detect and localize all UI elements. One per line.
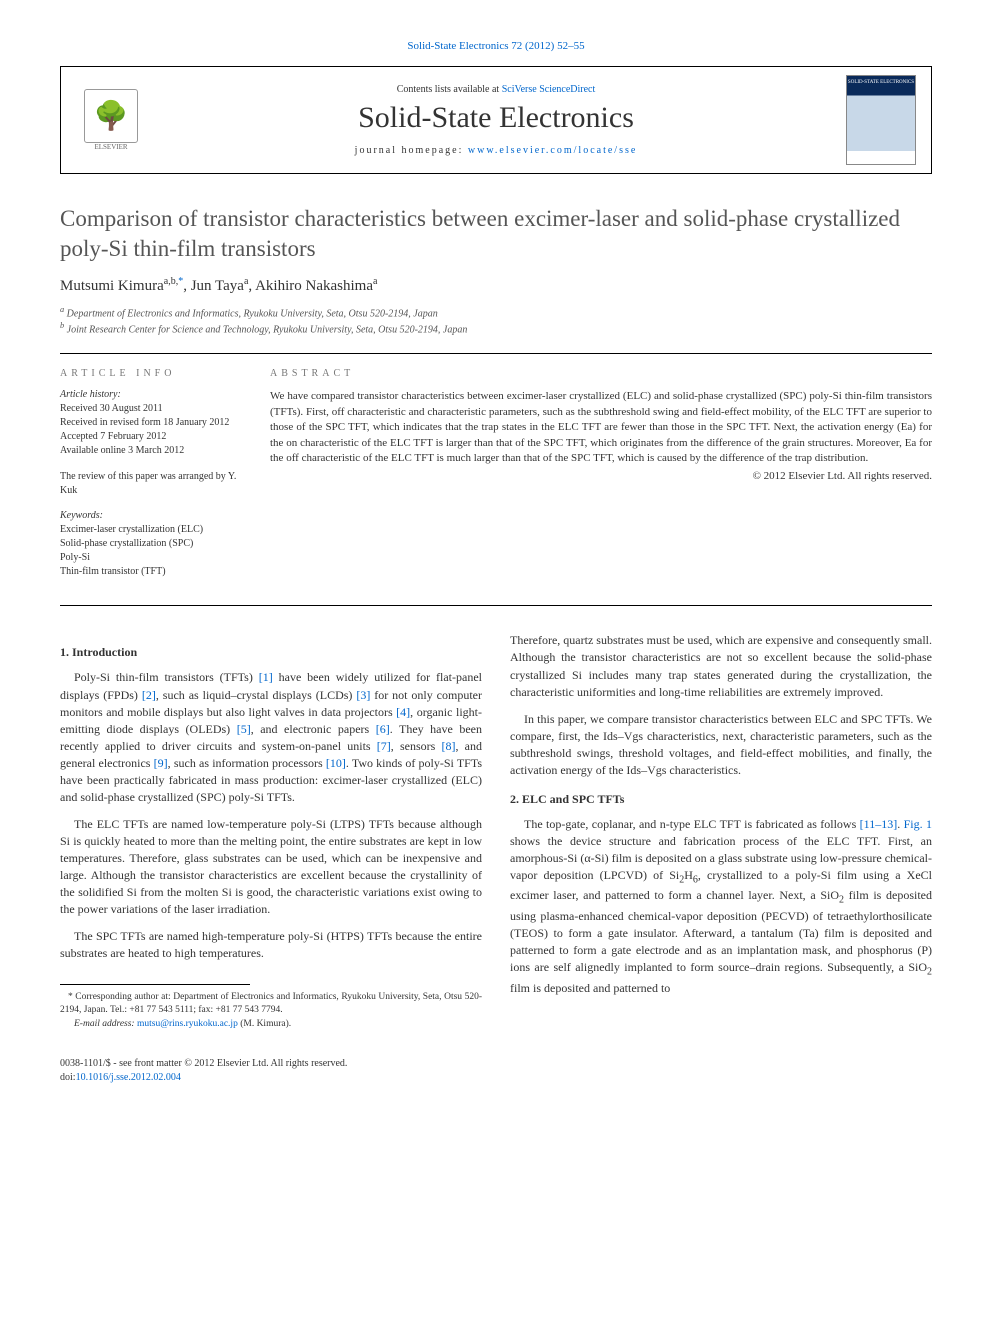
- journal-homepage-link[interactable]: www.elsevier.com/locate/sse: [468, 145, 637, 156]
- abstract-copyright: © 2012 Elsevier Ltd. All rights reserved…: [270, 470, 932, 482]
- article-info-label: article info: [60, 368, 250, 379]
- body-two-column: 1. Introduction Poly-Si thin-film transi…: [60, 632, 932, 1030]
- author-affil-marker: a,b,*: [164, 276, 183, 287]
- info-abstract-row: article info Article history: Received 3…: [60, 353, 932, 606]
- email-suffix: (M. Kimura).: [238, 1019, 291, 1029]
- journal-cover-thumbnail: SOLID-STATE ELECTRONICS: [846, 75, 916, 165]
- citation-link[interactable]: [10]: [326, 756, 346, 770]
- contents-available-line: Contents lists available at SciVerse Sci…: [161, 84, 831, 95]
- publisher-logo-block: 🌳 ELSEVIER: [61, 80, 161, 160]
- citation-link[interactable]: [1]: [259, 670, 273, 684]
- abstract-column: abstract We have compared transistor cha…: [270, 368, 932, 591]
- keywords-title: Keywords:: [60, 510, 250, 521]
- intro-para-summary: In this paper, we compare transistor cha…: [510, 711, 932, 779]
- journal-name: Solid-State Electronics: [161, 101, 831, 135]
- email-label: E-mail address:: [74, 1019, 137, 1029]
- history-line: Accepted 7 February 2012: [60, 430, 250, 444]
- citation-link[interactable]: [4]: [396, 705, 410, 719]
- corresponding-email-link[interactable]: mutsu@rins.ryukoku.ac.jp: [137, 1019, 238, 1029]
- abstract-label: abstract: [270, 368, 932, 379]
- issn-line: 0038-1101/$ - see front matter © 2012 El…: [60, 1057, 932, 1071]
- citation-link[interactable]: [8]: [441, 739, 455, 753]
- masthead: 🌳 ELSEVIER Contents lists available at S…: [60, 66, 932, 174]
- corresponding-author-footnote: * Corresponding author at: Department of…: [60, 991, 482, 1018]
- bottom-meta: 0038-1101/$ - see front matter © 2012 El…: [60, 1057, 932, 1085]
- doi-label: doi:: [60, 1072, 76, 1083]
- citation-link[interactable]: [3]: [356, 688, 370, 702]
- footnote-text: Corresponding author at: Department of E…: [60, 992, 482, 1015]
- citation-link[interactable]: [2]: [142, 688, 156, 702]
- top-citation: Solid-State Electronics 72 (2012) 52–55: [60, 40, 932, 52]
- affiliations: a Department of Electronics and Informat…: [60, 305, 932, 336]
- body-column-left: 1. Introduction Poly-Si thin-film transi…: [60, 632, 482, 1030]
- author-name: Mutsumi Kimura: [60, 278, 164, 294]
- keywords-block: Keywords: Excimer-laser crystallization …: [60, 510, 250, 579]
- intro-para-2: The ELC TFTs are named low-temperature p…: [60, 816, 482, 918]
- sciencedirect-link[interactable]: SciVerse ScienceDirect: [502, 84, 596, 95]
- top-citation-link[interactable]: Solid-State Electronics 72 (2012) 52–55: [407, 40, 584, 52]
- figure-reference-link[interactable]: Fig. 1: [904, 817, 932, 831]
- intro-para-continuation: Therefore, quartz substrates must be use…: [510, 632, 932, 700]
- author-name: Jun Taya: [191, 278, 244, 294]
- body-column-right: Therefore, quartz substrates must be use…: [510, 632, 932, 1030]
- history-line: Received in revised form 18 January 2012: [60, 416, 250, 430]
- author-affil-marker: a: [244, 276, 248, 287]
- abstract-text: We have compared transistor characterist…: [270, 389, 932, 466]
- contents-prefix: Contents lists available at: [397, 84, 502, 95]
- keyword-line: Excimer-laser crystallization (ELC): [60, 523, 250, 537]
- heading-introduction: 1. Introduction: [60, 644, 482, 661]
- journal-cover-block: SOLID-STATE ELECTRONICS: [831, 75, 931, 165]
- history-line: Available online 3 March 2012: [60, 444, 250, 458]
- intro-para-3: The SPC TFTs are named high-temperature …: [60, 928, 482, 962]
- keyword-line: Solid-phase crystallization (SPC): [60, 537, 250, 551]
- elsevier-tree-icon: 🌳: [84, 89, 138, 143]
- elsevier-logo: 🌳 ELSEVIER: [76, 80, 146, 160]
- author-list: Mutsumi Kimuraa,b,*, Jun Tayaa, Akihiro …: [60, 276, 932, 295]
- citation-link[interactable]: [7]: [377, 739, 391, 753]
- author-affil-marker: a: [373, 276, 377, 287]
- homepage-prefix: journal homepage:: [355, 145, 468, 156]
- article-title: Comparison of transistor characteristics…: [60, 204, 932, 264]
- review-note-text: The review of this paper was arranged by…: [60, 470, 250, 498]
- history-title: Article history:: [60, 389, 250, 400]
- keyword-line: Thin-film transistor (TFT): [60, 565, 250, 579]
- history-line: Received 30 August 2011: [60, 402, 250, 416]
- author-name: Akihiro Nakashima: [255, 278, 373, 294]
- keyword-line: Poly-Si: [60, 551, 250, 565]
- intro-para-1: Poly-Si thin-film transistors (TFTs) [1]…: [60, 669, 482, 805]
- article-history-block: Article history: Received 30 August 2011…: [60, 389, 250, 458]
- journal-homepage-line: journal homepage: www.elsevier.com/locat…: [161, 145, 831, 156]
- review-note: The review of this paper was arranged by…: [60, 470, 250, 498]
- section2-para-1: The top-gate, coplanar, and n-type ELC T…: [510, 816, 932, 997]
- corresponding-author-marker[interactable]: *: [178, 276, 183, 287]
- affiliation-line: a Department of Electronics and Informat…: [60, 305, 932, 319]
- citation-link[interactable]: [6]: [376, 722, 390, 736]
- elsevier-label: ELSEVIER: [94, 143, 127, 151]
- citation-link[interactable]: [11–13]: [860, 817, 898, 831]
- email-footnote: E-mail address: mutsu@rins.ryukoku.ac.jp…: [60, 1018, 482, 1031]
- doi-link[interactable]: 10.1016/j.sse.2012.02.004: [76, 1072, 181, 1083]
- citation-link[interactable]: [5]: [237, 722, 251, 736]
- footnote-separator: [60, 984, 250, 985]
- masthead-center: Contents lists available at SciVerse Sci…: [161, 84, 831, 156]
- article-info-column: article info Article history: Received 3…: [60, 368, 270, 591]
- heading-elc-spc: 2. ELC and SPC TFTs: [510, 791, 932, 808]
- affiliation-line: b Joint Research Center for Science and …: [60, 321, 932, 335]
- doi-line: doi:10.1016/j.sse.2012.02.004: [60, 1071, 932, 1085]
- citation-link[interactable]: [9]: [154, 756, 168, 770]
